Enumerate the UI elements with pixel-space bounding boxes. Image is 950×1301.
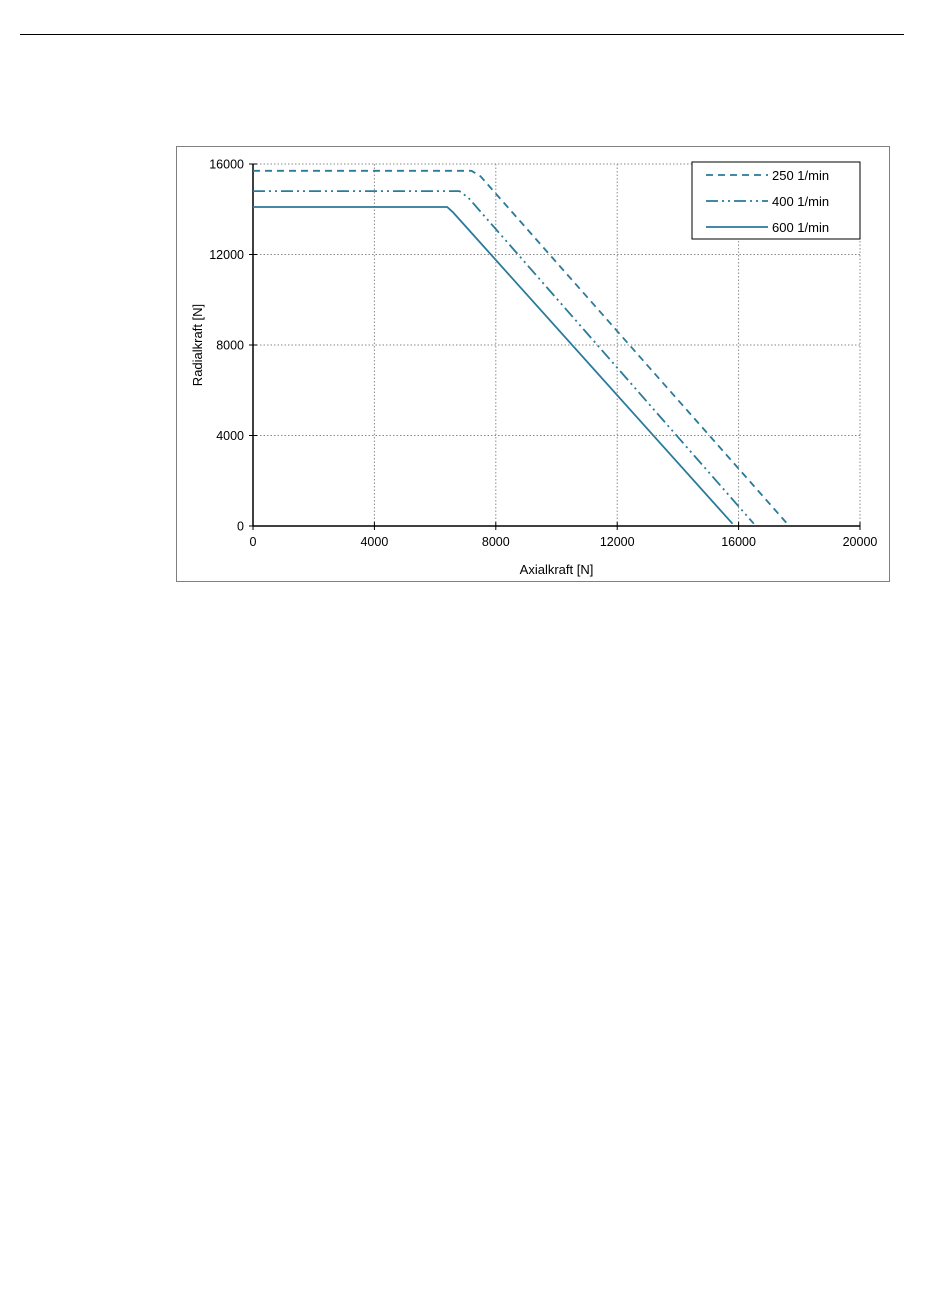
x-tick-label: 8000	[482, 535, 510, 549]
legend-label-3: 600 1/min	[772, 220, 829, 235]
legend-label-2: 400 1/min	[772, 194, 829, 209]
legend-label-1: 250 1/min	[772, 168, 829, 183]
y-tick-label: 0	[237, 520, 244, 534]
chart-svg: 0 4000 8000 12000 16000 20000 0 4000 8000 12000 16…	[190, 158, 878, 578]
y-tick-label: 4000	[216, 429, 244, 443]
page-top-rule	[20, 34, 904, 35]
y-tick-label: 12000	[209, 248, 244, 262]
y-tick-label: 8000	[216, 339, 244, 353]
x-axis-title: Axialkraft [N]	[520, 562, 594, 577]
x-tick-label: 16000	[721, 535, 756, 549]
series-line-2	[253, 190, 755, 525]
chart-frame: 0 4000 8000 12000 16000 20000 0 4000 8000 12000 16…	[176, 146, 890, 582]
y-axis-title: Radialkraft [N]	[190, 304, 205, 386]
x-tick-label: 20000	[843, 535, 878, 549]
y-tick-label: 16000	[209, 158, 244, 172]
series-line-1	[253, 169, 788, 525]
x-tick-label: 12000	[600, 535, 635, 549]
series-line-3	[253, 206, 734, 525]
x-tick-label: 0	[250, 535, 257, 549]
x-tick-label: 4000	[360, 535, 388, 549]
